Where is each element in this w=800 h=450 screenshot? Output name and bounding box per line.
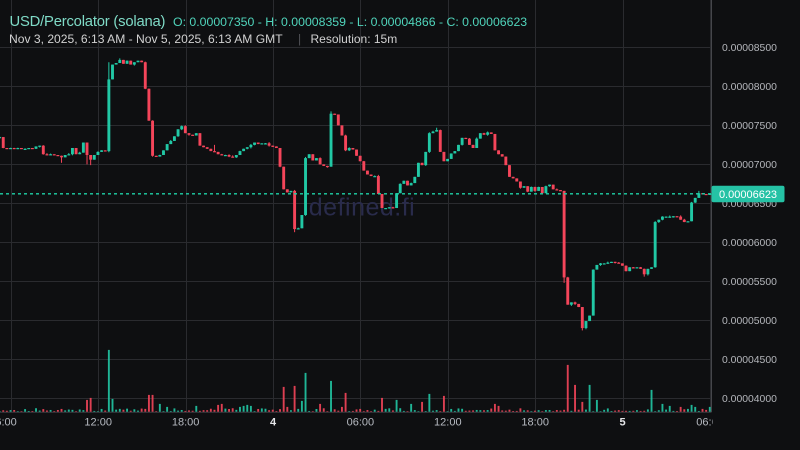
svg-text:Resolution: 15m: Resolution: 15m bbox=[311, 32, 398, 46]
svg-text:USD/Percolator (solana): USD/Percolator (solana) bbox=[10, 14, 166, 30]
svg-text:12:00: 12:00 bbox=[84, 417, 112, 429]
svg-text:0.00006000: 0.00006000 bbox=[722, 238, 777, 249]
svg-text:defined.fi: defined.fi bbox=[309, 194, 415, 222]
svg-text:0.00004500: 0.00004500 bbox=[722, 355, 777, 366]
svg-text:0.00007500: 0.00007500 bbox=[722, 121, 777, 132]
svg-text:0.00006500: 0.00006500 bbox=[722, 199, 777, 210]
svg-text:0.00005500: 0.00005500 bbox=[722, 277, 777, 288]
svg-text:12:00: 12:00 bbox=[434, 417, 462, 429]
svg-text:0.00008000: 0.00008000 bbox=[722, 82, 777, 93]
svg-text:O: 0.00007350 - H: 0.00008359: O: 0.00007350 - H: 0.00008359 - L: 0.000… bbox=[173, 15, 527, 29]
svg-text:0.00004000: 0.00004000 bbox=[722, 394, 777, 405]
svg-text:Nov 3, 2025, 6:13 AM - Nov 5,: Nov 3, 2025, 6:13 AM - Nov 5, 2025, 6:13… bbox=[9, 32, 283, 46]
svg-text:06:00: 06:00 bbox=[0, 417, 17, 429]
svg-text:06:00: 06:00 bbox=[696, 417, 724, 429]
svg-text:0.00005000: 0.00005000 bbox=[722, 316, 777, 327]
svg-text:0.00008500: 0.00008500 bbox=[722, 43, 777, 54]
svg-text:4: 4 bbox=[270, 417, 277, 429]
svg-text:0.00006623: 0.00006623 bbox=[719, 189, 777, 201]
svg-text:5: 5 bbox=[620, 417, 626, 429]
svg-text:|: | bbox=[298, 32, 301, 46]
svg-text:18:00: 18:00 bbox=[521, 417, 549, 429]
svg-text:18:00: 18:00 bbox=[172, 417, 200, 429]
svg-text:0.00007000: 0.00007000 bbox=[722, 160, 777, 171]
svg-text:06:00: 06:00 bbox=[347, 417, 375, 429]
